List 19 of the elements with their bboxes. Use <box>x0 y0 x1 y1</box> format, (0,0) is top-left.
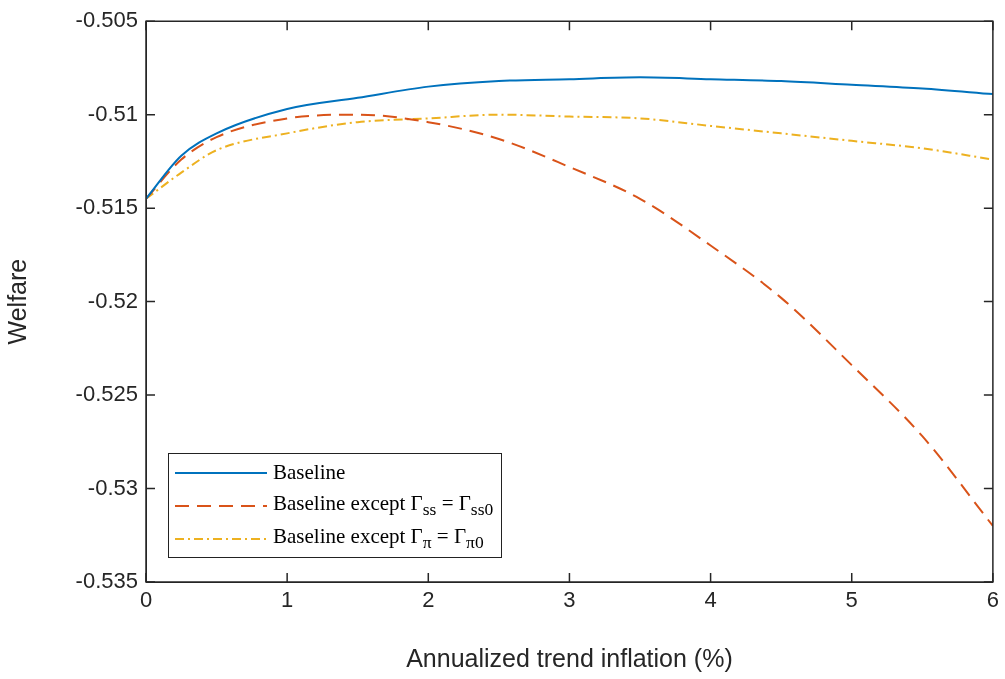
x-tick-label: 5 <box>845 587 858 613</box>
x-tick-label: 6 <box>986 587 1000 613</box>
y-tick-label: -0.51 <box>87 100 138 126</box>
y-axis-title: Welfare <box>2 258 31 345</box>
x-tick-label: 4 <box>704 587 717 613</box>
y-tick-label: -0.515 <box>75 194 138 220</box>
y-tick-label: -0.535 <box>75 568 138 594</box>
y-tick-label: -0.52 <box>87 287 138 313</box>
y-tick-label: -0.53 <box>87 474 138 500</box>
y-tick-label: -0.525 <box>75 381 138 407</box>
x-tick-label: 0 <box>139 587 153 613</box>
legend-label: Baseline except Γ$_{ss}$ = Γ$_{ss0}$ <box>273 490 494 521</box>
x-tick-label: 3 <box>563 587 576 613</box>
x-axis-title: Annualized trend inflation (%) <box>406 643 733 672</box>
x-tick-label: 2 <box>422 587 435 613</box>
legend-label: Baseline except Γ$_{π}$ = Γ$_{π0}$ <box>273 523 484 554</box>
legend-label: Baseline <box>273 460 346 485</box>
x-tick-label: 1 <box>281 587 294 613</box>
y-tick-label: -0.505 <box>75 7 138 33</box>
